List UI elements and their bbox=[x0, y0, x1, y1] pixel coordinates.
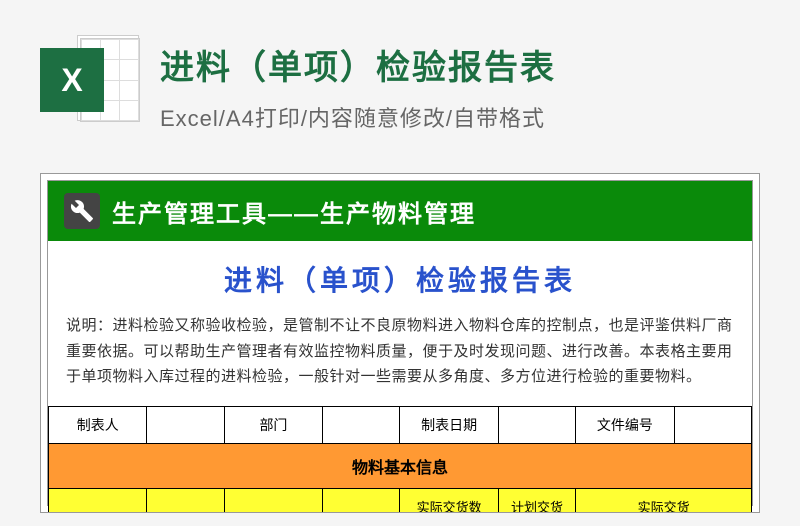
yellow-header-row: 实际交货数 计划交货 实际交货 bbox=[49, 488, 752, 513]
description-text: 说明：进料检验又称验收检验，是管制不让不良原物料进入物料仓库的控制点，也是评鉴供… bbox=[48, 313, 752, 406]
meta-label-2: 部门 bbox=[224, 406, 322, 443]
yellow-cell-1 bbox=[49, 488, 147, 513]
meta-value-2 bbox=[323, 406, 400, 443]
meta-value-3 bbox=[498, 406, 575, 443]
page-title: 进料（单项）检验报告表 bbox=[160, 40, 760, 89]
document-inner: 生产管理工具——生产物料管理 进料（单项）检验报告表 说明：进料检验又称验收检验… bbox=[47, 180, 753, 506]
form-table: 制表人 部门 制表日期 文件编号 物料基本信息 实际交货数 计划交货 实际交货 bbox=[48, 406, 752, 514]
header-text-block: 进料（单项）检验报告表 Excel/A4打印/内容随意修改/自带格式 bbox=[160, 30, 760, 133]
excel-icon: X bbox=[40, 30, 140, 130]
report-title: 进料（单项）检验报告表 bbox=[48, 241, 752, 313]
yellow-cell-7: 实际交货 bbox=[576, 488, 752, 513]
banner-text: 生产管理工具——生产物料管理 bbox=[112, 194, 476, 229]
page-subtitle: Excel/A4打印/内容随意修改/自带格式 bbox=[160, 101, 760, 133]
meta-value-4 bbox=[674, 406, 751, 443]
yellow-cell-4 bbox=[323, 488, 400, 513]
meta-label-1: 制表人 bbox=[49, 406, 147, 443]
section-header-row: 物料基本信息 bbox=[49, 443, 752, 488]
document-preview: 生产管理工具——生产物料管理 进料（单项）检验报告表 说明：进料检验又称验收检验… bbox=[40, 173, 760, 513]
meta-label-4: 文件编号 bbox=[576, 406, 674, 443]
meta-row: 制表人 部门 制表日期 文件编号 bbox=[49, 406, 752, 443]
excel-letter: X bbox=[61, 62, 82, 99]
excel-badge-icon: X bbox=[40, 48, 104, 112]
yellow-cell-6: 计划交货 bbox=[498, 488, 575, 513]
header-section: X 进料（单项）检验报告表 Excel/A4打印/内容随意修改/自带格式 bbox=[0, 0, 800, 153]
section-title: 物料基本信息 bbox=[49, 443, 752, 488]
wrench-icon bbox=[64, 193, 100, 229]
banner: 生产管理工具——生产物料管理 bbox=[48, 181, 752, 241]
meta-label-3: 制表日期 bbox=[400, 406, 498, 443]
yellow-cell-3 bbox=[224, 488, 322, 513]
meta-value-1 bbox=[147, 406, 224, 443]
yellow-cell-2 bbox=[147, 488, 224, 513]
yellow-cell-5: 实际交货数 bbox=[400, 488, 498, 513]
